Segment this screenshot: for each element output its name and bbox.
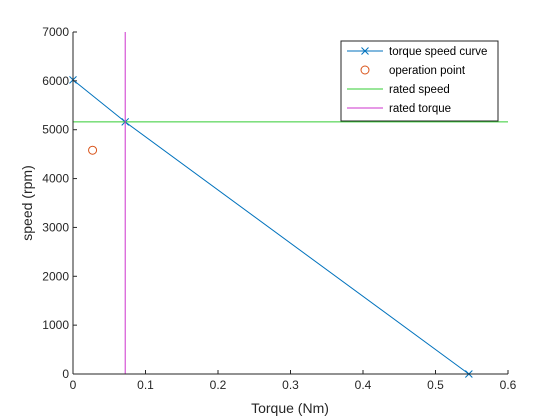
x-tick-label: 0.5 (427, 378, 444, 392)
legend-entry-label: torque speed curve (389, 46, 487, 58)
x-tick-label: 0 (70, 378, 77, 392)
x-tick-label: 0.3 (282, 378, 299, 392)
y-axis-label: speed (rpm) (19, 165, 35, 240)
legend-marker-x (361, 47, 369, 55)
operation-point-marker (88, 145, 98, 155)
legend-swatch-operation-point (360, 65, 370, 75)
chart-axes: 0 0.1 0.2 0.3 0.4 0.5 0.6 0 1000 2000 3000 4000 5000… (42, 25, 516, 392)
legend-entry-label: operation point (389, 65, 466, 77)
legend-entry-label: rated speed (389, 84, 450, 96)
y-tick-label: 6000 (42, 74, 69, 88)
y-tick-label: 0 (62, 367, 69, 381)
x-tick-label: 0.2 (210, 378, 227, 392)
legend-entry-label: rated torque (389, 103, 451, 115)
y-tick-label: 7000 (42, 25, 69, 39)
x-tick-label: 0.6 (500, 378, 517, 392)
y-tick-label: 5000 (42, 123, 69, 137)
y-tick-label: 2000 (42, 269, 69, 283)
y-tick-label: 4000 (42, 172, 69, 186)
x-tick-label: 0.4 (355, 378, 372, 392)
x-axis-label: Torque (Nm) (251, 400, 329, 416)
chart-marks (69, 32, 508, 378)
legend: torque speed curve operation point rated s… (340, 40, 499, 122)
x-tick-label: 0.1 (137, 378, 154, 392)
y-tick-label: 3000 (42, 220, 69, 234)
y-tick-label: 1000 (42, 318, 69, 332)
